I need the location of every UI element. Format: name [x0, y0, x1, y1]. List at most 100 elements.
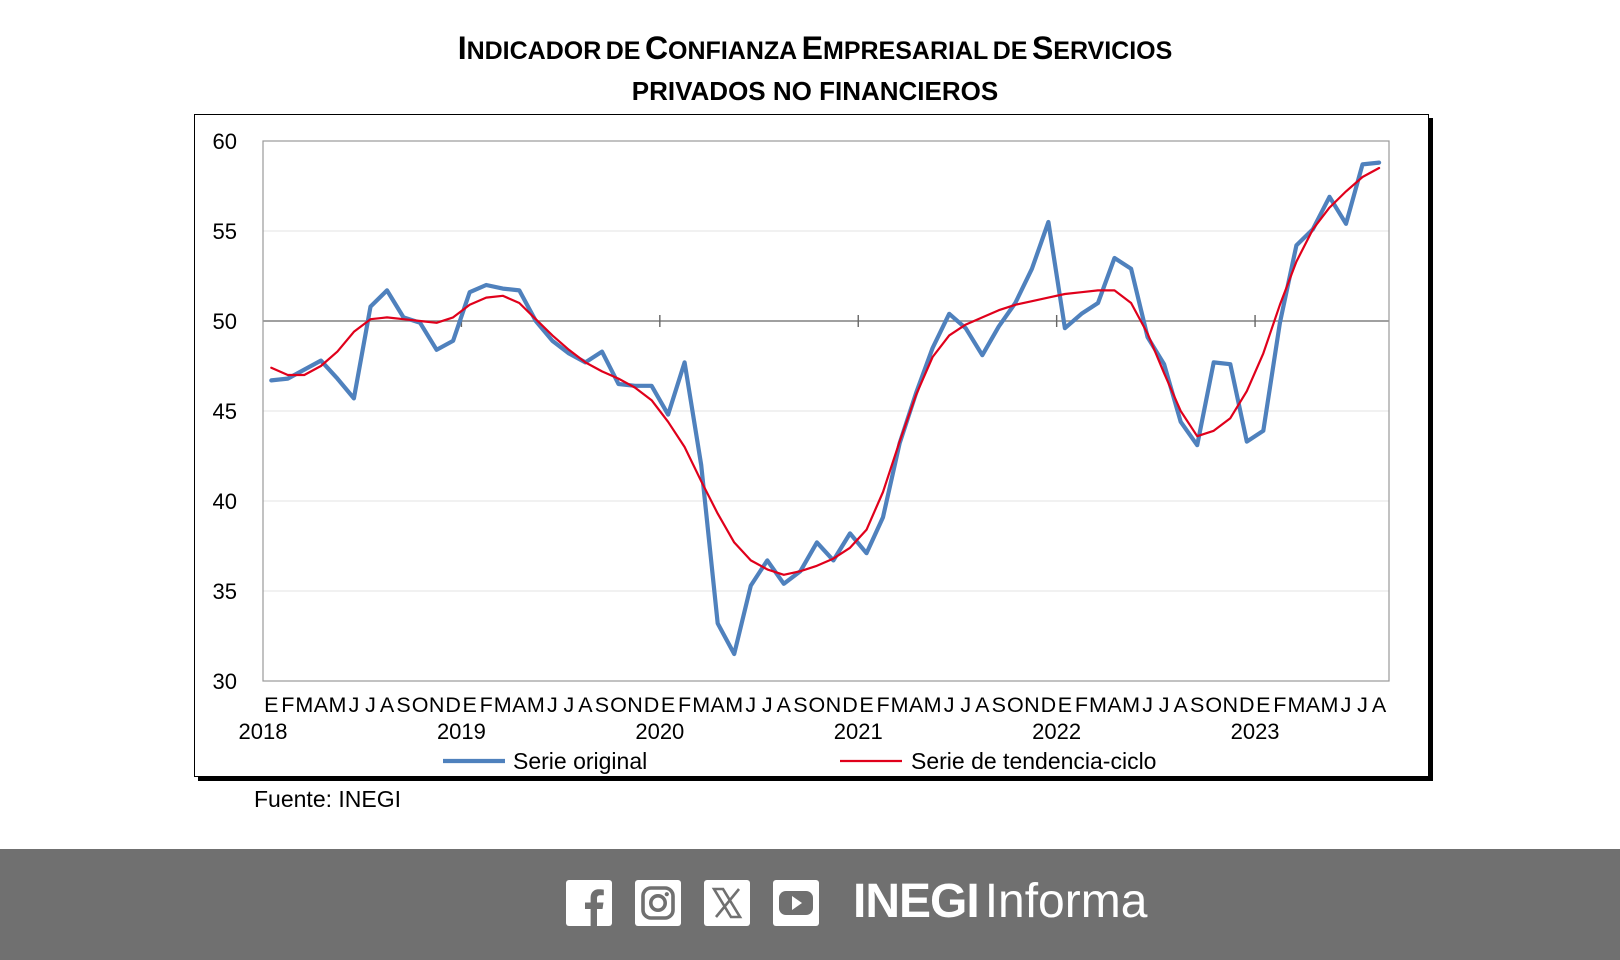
x-tick-label: J	[762, 693, 773, 717]
x-tick-label: O	[412, 693, 429, 717]
x-tick-label: A	[777, 693, 792, 717]
x-tick-label: A	[314, 693, 329, 717]
x-tick-label: S	[793, 693, 807, 717]
x-tick-label: A	[909, 693, 924, 717]
x-tick-label: N	[627, 693, 643, 717]
x-tick-label: D	[1239, 693, 1255, 717]
x-tick-label: S	[396, 693, 410, 717]
x-tick-label: A	[1107, 693, 1122, 717]
x-tick-label: M	[295, 693, 313, 717]
x-tick-label: S	[595, 693, 609, 717]
year-label: 2018	[239, 719, 288, 744]
y-tick-label: 30	[213, 669, 237, 694]
y-tick-label: 45	[213, 399, 237, 424]
x-tick-label: A	[380, 693, 395, 717]
x-tick-label: F	[480, 693, 493, 717]
instagram-icon[interactable]	[635, 880, 681, 926]
chart-subtitle-text: PRIVADOS NO FINANCIEROS	[631, 76, 999, 106]
source-note: Fuente: INEGI	[254, 786, 402, 812]
x-tick-label: S	[1190, 693, 1204, 717]
x-tick-label: F	[1075, 693, 1088, 717]
year-label: 2020	[635, 719, 684, 744]
x-tick-label: A	[1306, 693, 1321, 717]
x-tick-label: D	[842, 693, 858, 717]
y-tick-label: 40	[213, 489, 237, 514]
x-tick-label: M	[1089, 693, 1107, 717]
chart-frame: 30 35 40 45 50 55 60 E F M A M J J A S O N D E F M A M J J A S O N D E F…	[194, 114, 1429, 777]
x-tick-label: A	[711, 693, 726, 717]
chart-title-line1: INDICADOR DE CONFIANZA EMPRESARIAL DE SE…	[0, 30, 1620, 67]
x-tick-label: M	[692, 693, 710, 717]
x-tick-label: F	[678, 693, 691, 717]
year-label: 2022	[1032, 719, 1081, 744]
x-tick-label: J	[1159, 693, 1170, 717]
x-tick-label: F	[281, 693, 294, 717]
x-tick-label: O	[1205, 693, 1222, 717]
x-tick-label: F	[1273, 693, 1286, 717]
x-tick-label: D	[445, 693, 461, 717]
x-tick-label: M	[1122, 693, 1140, 717]
x-tick-label: M	[1287, 693, 1305, 717]
x-tick-label: E	[661, 693, 675, 717]
x-tick-label: M	[924, 693, 942, 717]
y-tick-label: 50	[213, 309, 237, 334]
x-tick-label: J	[745, 693, 756, 717]
x-icon[interactable]	[704, 880, 750, 926]
x-tick-label: E	[264, 693, 278, 717]
x-tick-label: M	[494, 693, 512, 717]
year-label: 2023	[1231, 719, 1280, 744]
x-tick-label: S	[992, 693, 1006, 717]
x-tick-label: O	[809, 693, 826, 717]
x-tick-label: D	[1041, 693, 1057, 717]
x-tick-label: J	[349, 693, 360, 717]
x-tick-label: J	[1357, 693, 1368, 717]
x-tick-label: N	[1024, 693, 1040, 717]
footer-bar: INEGI Informa	[0, 849, 1620, 960]
x-tick-label: M	[725, 693, 743, 717]
x-tick-label: D	[644, 693, 660, 717]
x-tick-label: J	[1142, 693, 1153, 717]
x-tick-label: J	[365, 693, 376, 717]
x-tick-label: A	[975, 693, 990, 717]
legend-label: Serie de tendencia-ciclo	[911, 748, 1156, 774]
series-original-line	[269, 160, 1382, 657]
x-tick-label: E	[1256, 693, 1270, 717]
chart-title-text: INDICADOR DE CONFIANZA EMPRESARIAL DE SE…	[457, 30, 1173, 66]
brand-light-text: Informa	[984, 875, 1148, 928]
x-tick-label: A	[512, 693, 527, 717]
x-tick-label: J	[564, 693, 575, 717]
chart-title-line2: PRIVADOS NO FINANCIEROS	[0, 76, 1620, 107]
y-tick-label: 60	[213, 129, 237, 154]
brand-bold-text: INEGI	[853, 875, 980, 928]
x-tick-label: M	[1321, 693, 1339, 717]
x-tick-label: J	[1341, 693, 1352, 717]
x-tick-label: N	[429, 693, 445, 717]
x-tick-label: A	[1372, 693, 1387, 717]
year-label: 2021	[834, 719, 883, 744]
x-tick-label: M	[891, 693, 909, 717]
series-trend-line	[270, 166, 1381, 576]
x-tick-label: J	[547, 693, 558, 717]
plot-area-border	[262, 140, 1390, 682]
y-tick-label: 35	[213, 579, 237, 604]
x-tick-label: M	[527, 693, 545, 717]
x-tick-label: E	[463, 693, 477, 717]
x-tick-label: E	[1058, 693, 1072, 717]
x-tick-label: J	[944, 693, 955, 717]
x-tick-label: O	[610, 693, 627, 717]
legend-label: Serie original	[513, 748, 647, 774]
year-label: 2019	[437, 719, 486, 744]
facebook-icon[interactable]	[566, 880, 612, 926]
youtube-icon[interactable]	[773, 880, 819, 926]
y-tick-label: 55	[213, 219, 237, 244]
x-tick-label: M	[328, 693, 346, 717]
x-tick-label: A	[1173, 693, 1188, 717]
x-tick-label: A	[578, 693, 593, 717]
x-tick-label: F	[876, 693, 889, 717]
x-tick-label: E	[859, 693, 873, 717]
inegi-informa-logo: INEGI Informa	[853, 874, 1147, 934]
x-tick-label: N	[1223, 693, 1239, 717]
x-tick-label: N	[826, 693, 842, 717]
x-tick-label: O	[1007, 693, 1024, 717]
